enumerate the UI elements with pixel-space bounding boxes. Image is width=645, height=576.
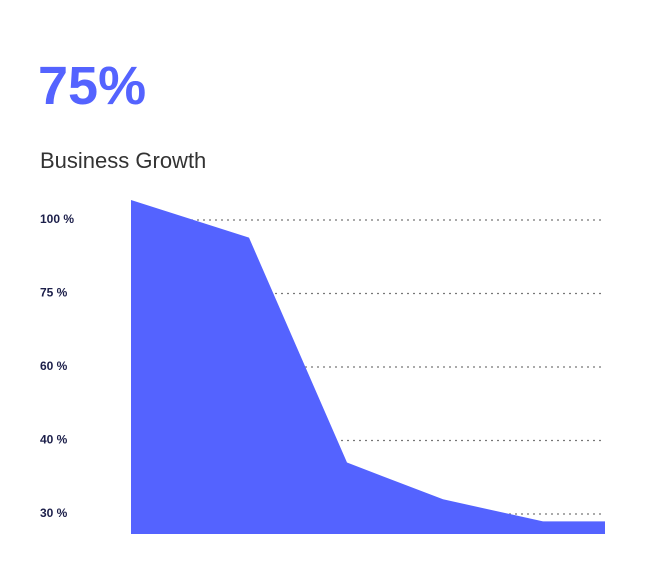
stat-value: 75% — [38, 56, 146, 116]
area — [131, 200, 605, 534]
y-tick-label: 60 % — [40, 359, 68, 373]
chart-title: Business Growth — [40, 148, 206, 173]
y-tick-label: 40 % — [40, 433, 68, 447]
y-tick-label: 100 % — [40, 212, 74, 226]
y-tick-label: 75 % — [40, 286, 68, 300]
y-tick-label: 30 % — [40, 506, 68, 520]
